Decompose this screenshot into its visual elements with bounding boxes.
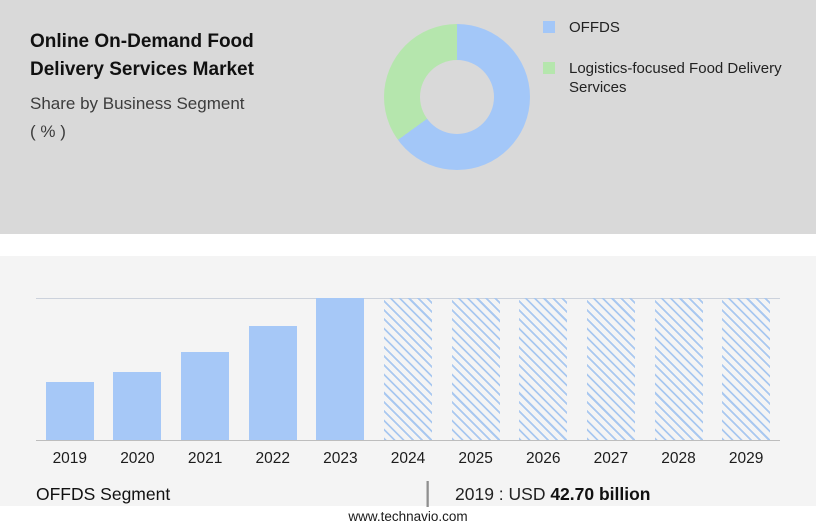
footer-value-prefix: 2019 : USD xyxy=(455,484,551,504)
bar-2020 xyxy=(113,371,162,440)
page-title-line1: Online On-Demand Food xyxy=(30,31,254,52)
bar-2026-forecast xyxy=(519,298,568,440)
bar-2027-forecast xyxy=(586,298,635,440)
legend-swatch xyxy=(543,61,555,74)
bar-2025-forecast xyxy=(451,298,500,440)
page-subtitle-line1: Share by Business Segment xyxy=(30,94,245,114)
footer-value: 2019 : USD 42.70 billion xyxy=(455,484,651,505)
title-block: Online On-Demand Food Delivery Services … xyxy=(30,28,320,144)
x-axis-label-2020: 2020 xyxy=(120,450,155,467)
segment-label: OFFDS Segment xyxy=(36,484,171,504)
bar-2019 xyxy=(45,381,94,440)
x-axis-label-2028: 2028 xyxy=(661,450,696,467)
chart-footer-row: OFFDS Segment | 2019 : USD 42.70 billion xyxy=(0,476,816,512)
x-axis-label-2021: 2021 xyxy=(187,450,223,467)
bar-chart-plot xyxy=(36,298,780,441)
legend-label: Logistics-focused Food Delivery Services xyxy=(569,59,782,97)
page-subtitle-line2: ( % ) xyxy=(30,121,66,141)
x-axis-labels: 2019 2020 2021 2022 2023 2024 2025 2026 2027 2028… xyxy=(36,450,780,470)
bar-2021 xyxy=(181,351,230,440)
bar-2023 xyxy=(316,298,365,440)
footer-value-bold: 42.70 billion xyxy=(550,484,651,504)
legend: OFFDS Logistics-focused Food Delivery Ser… xyxy=(543,18,783,119)
header-panel: Online On-Demand Food Delivery Services … xyxy=(0,0,816,234)
bar-2022 xyxy=(248,326,297,440)
bar-2028-forecast xyxy=(654,298,703,440)
legend-item: Logistics-focused Food Delivery Services xyxy=(543,59,783,98)
x-axis-label-2019: 2019 xyxy=(52,450,88,467)
bar-2024-forecast xyxy=(384,298,432,440)
bar-2029-forecast xyxy=(722,298,771,440)
legend-label: OFFDS xyxy=(569,19,620,36)
x-axis-baseline xyxy=(36,440,780,441)
legend-item: OFFDS xyxy=(543,18,783,38)
x-axis-label-2027: 2027 xyxy=(593,450,629,467)
footer-separator: | xyxy=(424,476,432,507)
x-axis-label-2024: 2024 xyxy=(390,450,426,467)
x-axis-label-2025: 2025 xyxy=(458,450,493,467)
x-axis-label-2023: 2023 xyxy=(323,450,358,467)
bar-chart-panel: 2019 2020 2021 2022 2023 2024 2025 2026 2027 2028… xyxy=(0,256,816,507)
x-axis-label-2022: 2022 xyxy=(255,450,290,467)
x-axis-label-2029: 2029 xyxy=(728,450,764,467)
donut-chart-hole xyxy=(420,60,494,134)
donut-chart-wrap xyxy=(384,24,530,170)
legend-swatch xyxy=(543,21,555,33)
page-title-line2: Delivery Services Market xyxy=(30,58,254,80)
website-url: www.technavio.com xyxy=(348,509,468,524)
x-axis-label-2026: 2026 xyxy=(526,450,561,467)
